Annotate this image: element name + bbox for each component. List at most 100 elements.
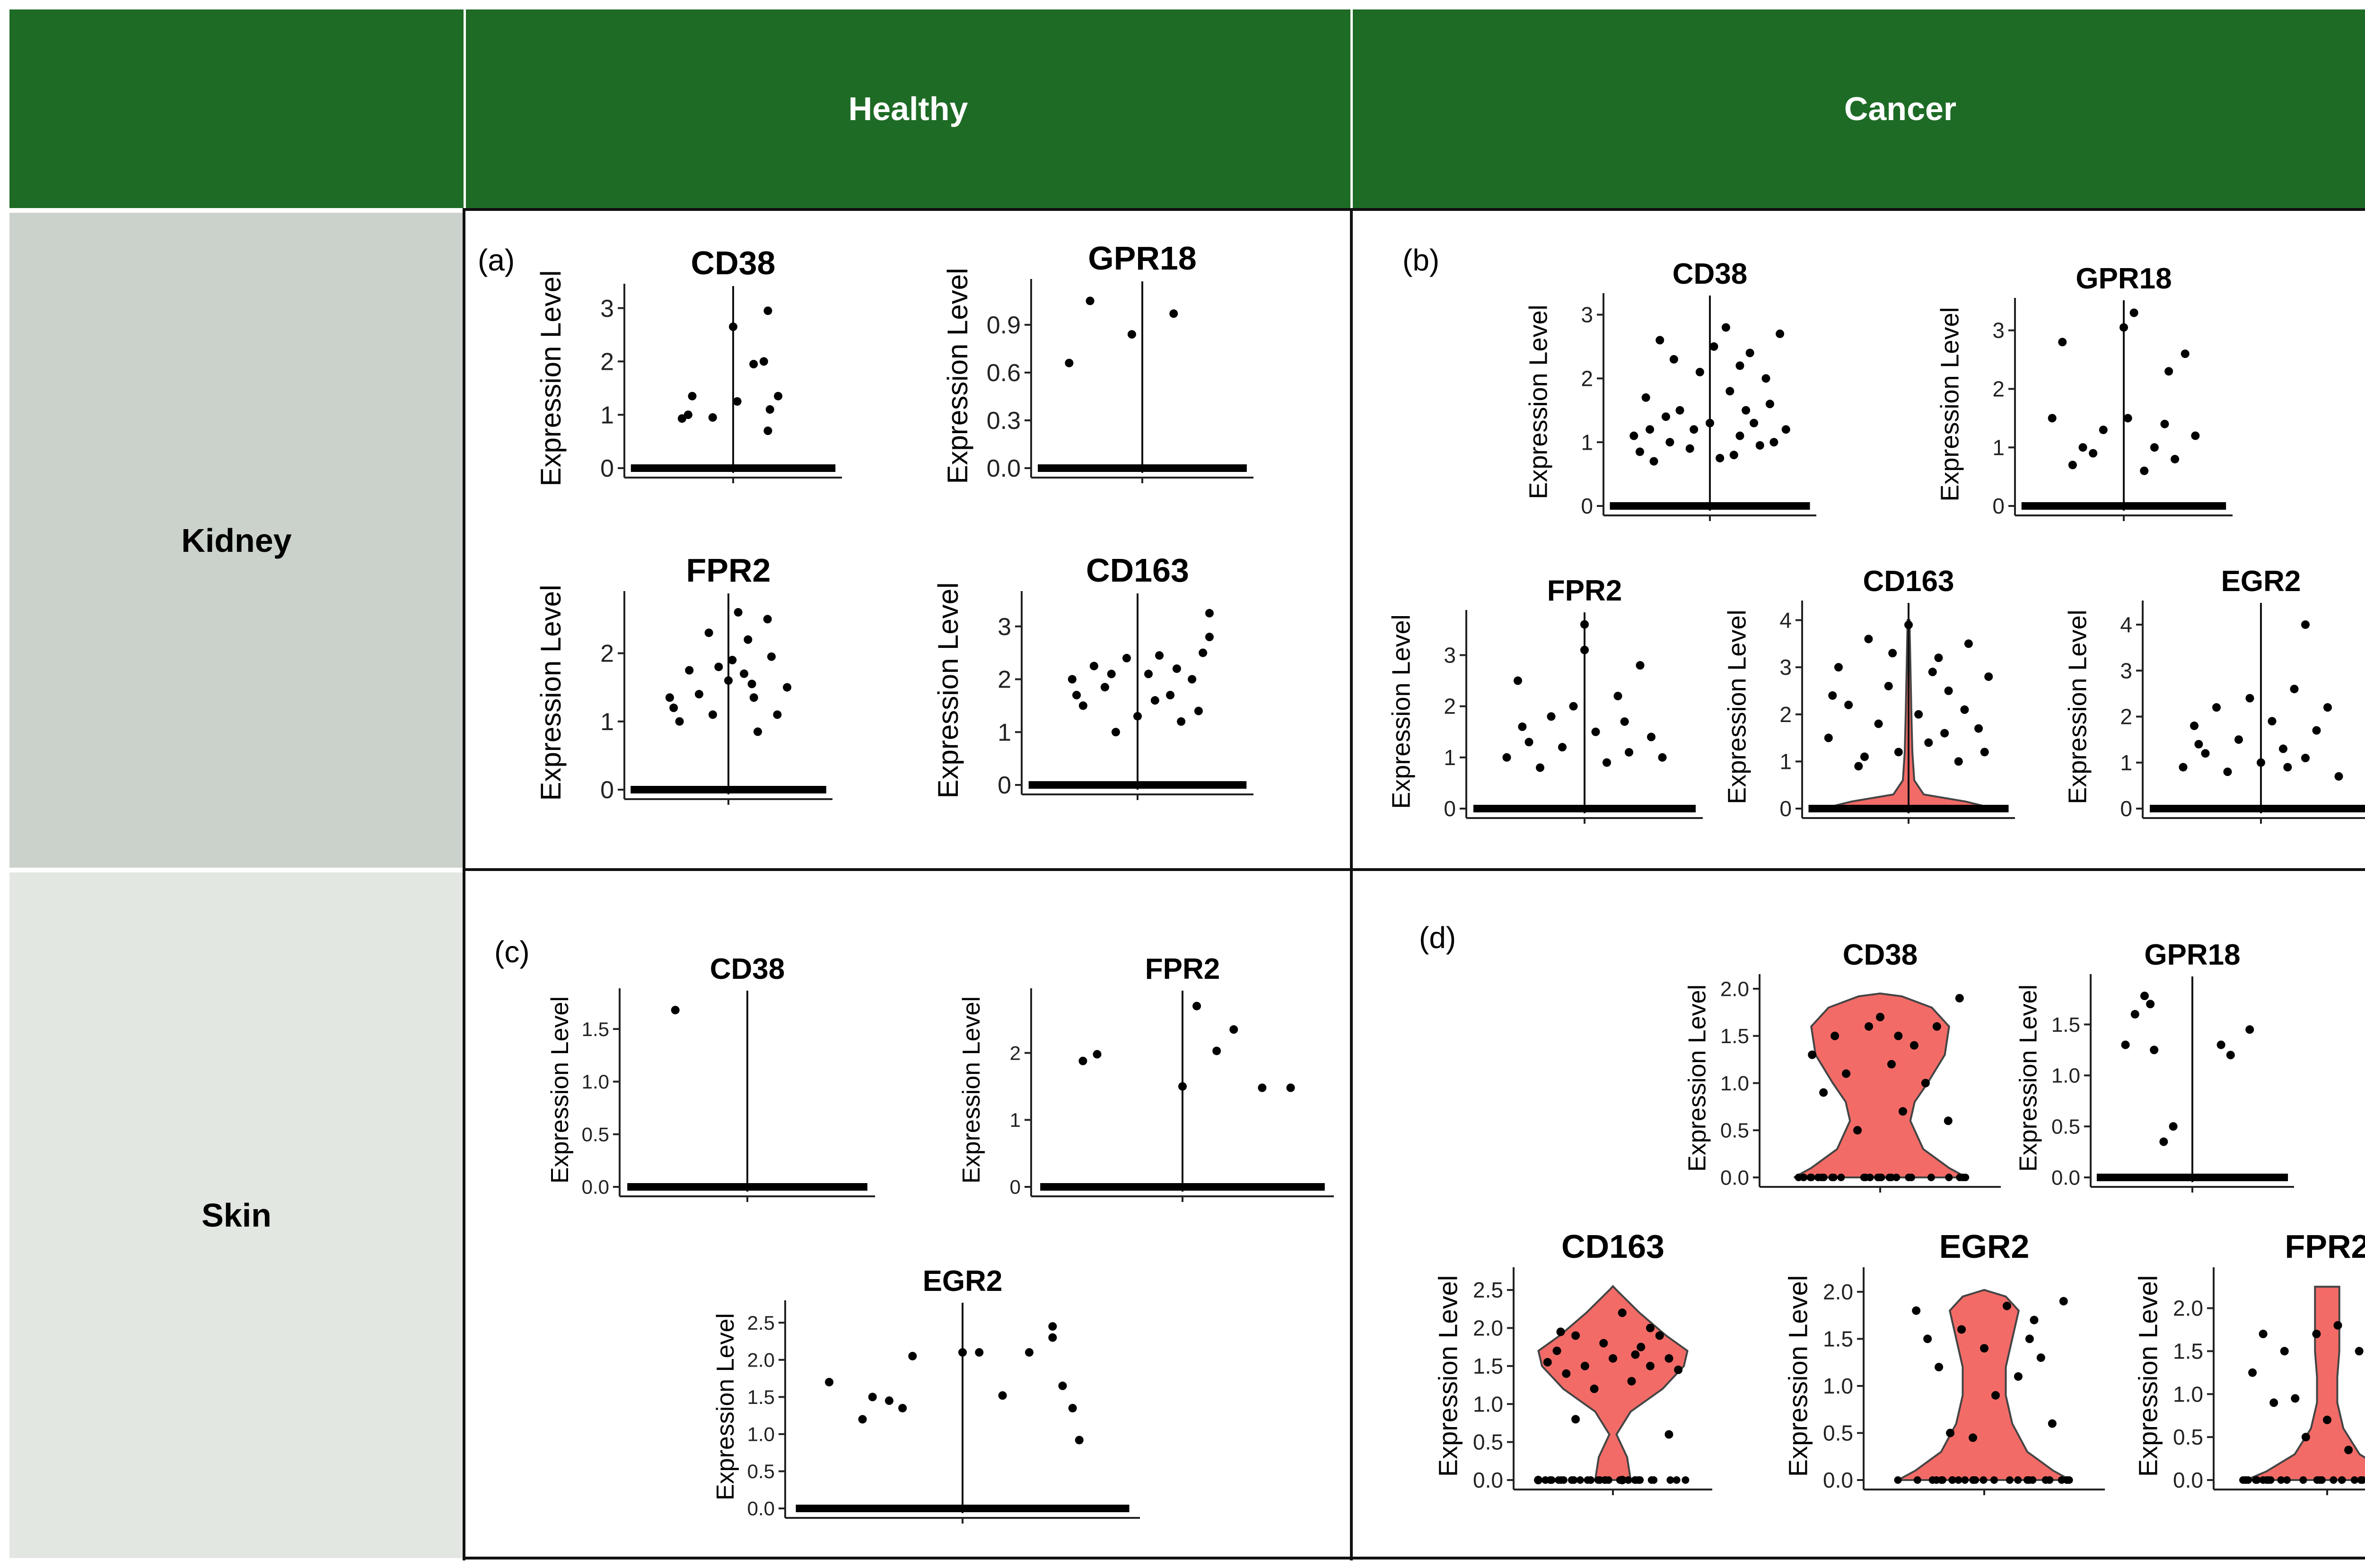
data-point xyxy=(1898,1107,1907,1116)
y-axis-label: Expression Level xyxy=(2133,1275,2163,1477)
data-point xyxy=(773,710,782,719)
data-point xyxy=(2330,1476,2338,1484)
y-tick-label: 1.5 xyxy=(1473,1354,1503,1378)
data-point xyxy=(1709,342,1718,351)
data-point xyxy=(694,690,703,699)
y-axis-label: Expression Level xyxy=(1936,307,1964,501)
y-tick-label: 2 xyxy=(1581,366,1593,391)
chart-d-cd163: CD163 Expression Level 0.0 0.5 1.0 1.5 2.0 2.5 xyxy=(1433,1228,1712,1495)
data-point xyxy=(998,1391,1007,1400)
y-axis-label: Expression Level xyxy=(1524,305,1552,499)
y-tick-label: 0 xyxy=(600,776,614,804)
data-point xyxy=(2059,1297,2068,1306)
data-point xyxy=(1954,1476,1962,1484)
chart-d-gpr18: GPR18 Expression Level 0.0 0.5 1.0 1.5 xyxy=(2015,939,2294,1193)
data-point xyxy=(1596,1476,1604,1484)
y-tick-label: 3 xyxy=(1779,655,1792,679)
data-point xyxy=(1620,717,1629,726)
data-point xyxy=(1591,727,1600,736)
data-point xyxy=(774,392,783,401)
data-point xyxy=(1631,1476,1639,1484)
y-tick-label: 0 xyxy=(2120,796,2132,821)
data-point xyxy=(1907,1174,1915,1181)
data-point xyxy=(1555,1476,1563,1484)
data-point xyxy=(1980,1344,1988,1353)
y-tick-label: 1 xyxy=(998,719,1011,746)
y-tick-label: 0.0 xyxy=(582,1176,609,1198)
data-point xyxy=(2290,685,2299,694)
chart-d-egr2: EGR2 Expression Level 0.0 0.5 1.0 1.5 2.0 xyxy=(1783,1228,2105,1495)
data-point xyxy=(1624,1476,1632,1484)
data-point xyxy=(2301,620,2310,629)
data-point xyxy=(1177,717,1186,726)
y-tick-label: 3 xyxy=(1581,303,1593,327)
data-point xyxy=(1969,1476,1977,1484)
data-point xyxy=(1853,1126,1862,1135)
data-point xyxy=(1675,406,1684,415)
data-point xyxy=(2318,1476,2326,1484)
y-axis-label: Expression Level xyxy=(1433,1275,1463,1477)
data-point xyxy=(2140,466,2149,475)
data-point xyxy=(2312,726,2321,735)
data-point xyxy=(2014,1372,2023,1381)
data-point xyxy=(1974,724,1983,733)
data-point xyxy=(1625,748,1633,757)
data-point xyxy=(733,397,742,406)
data-point xyxy=(753,727,762,736)
data-point xyxy=(1910,1041,1918,1050)
data-point xyxy=(1913,1476,1921,1484)
data-point xyxy=(2023,1476,2031,1484)
data-point xyxy=(1258,1083,1267,1092)
data-point xyxy=(1192,1002,1201,1010)
y-axis-label: Expression Level xyxy=(2063,610,2092,804)
data-point xyxy=(1854,762,1863,771)
y-tick-label: 1 xyxy=(1581,430,1593,454)
data-point xyxy=(671,1006,680,1015)
y-tick-label: 0.0 xyxy=(1823,1468,1853,1492)
data-point xyxy=(1646,1361,1655,1370)
data-point xyxy=(1944,1116,1953,1125)
data-point xyxy=(1524,738,1533,747)
data-point xyxy=(1735,361,1744,370)
data-point xyxy=(1664,1354,1673,1363)
data-point xyxy=(759,357,768,366)
data-point xyxy=(1887,1060,1896,1069)
data-point xyxy=(1874,1174,1882,1181)
data-point xyxy=(1556,1327,1565,1336)
y-tick-label: 2.0 xyxy=(1823,1280,1853,1304)
data-point xyxy=(2242,1476,2250,1484)
data-point xyxy=(1122,653,1131,662)
data-point xyxy=(2201,749,2210,758)
data-point xyxy=(728,655,737,664)
chart-title: FPR2 xyxy=(686,552,771,589)
y-tick-label: 1.5 xyxy=(582,1018,609,1040)
y-tick-label: 0.5 xyxy=(2051,1115,2080,1139)
chart-d-cd38: CD38 Expression Level 0.0 0.5 1.0 1.5 2.0 xyxy=(1684,939,2001,1193)
data-point xyxy=(2014,1476,2022,1484)
data-point xyxy=(1945,1174,1953,1181)
y-tick-label: 2.0 xyxy=(747,1349,775,1371)
data-point xyxy=(2355,1347,2364,1356)
data-point xyxy=(1618,1308,1627,1317)
data-point xyxy=(2058,1476,2066,1484)
zero-point-band xyxy=(627,1183,867,1191)
data-point xyxy=(1569,702,1578,711)
data-point xyxy=(749,693,758,702)
y-tick-label: 1.0 xyxy=(1823,1374,1853,1398)
data-point xyxy=(1944,686,1953,695)
data-point xyxy=(1609,1354,1617,1363)
data-point xyxy=(2334,772,2343,781)
data-point xyxy=(1690,425,1699,434)
data-point xyxy=(1682,1476,1690,1484)
y-tick-label: 0.5 xyxy=(1720,1119,1749,1142)
chart-b-cd38: CD38 Expression Level 0 1 2 3 xyxy=(1524,258,1816,521)
data-point xyxy=(2181,349,2190,358)
data-point xyxy=(1571,1331,1580,1340)
data-point xyxy=(1921,1079,1930,1088)
data-point xyxy=(1927,1174,1935,1181)
data-point xyxy=(2344,1446,2353,1455)
y-tick-label: 1.5 xyxy=(1720,1025,1749,1048)
grid-line xyxy=(463,208,2365,211)
data-point xyxy=(1658,753,1667,762)
